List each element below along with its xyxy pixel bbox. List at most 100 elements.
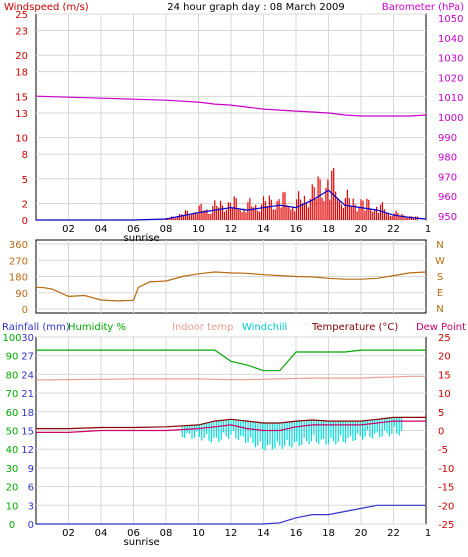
barometer-tick-950: 950 [438, 212, 457, 223]
rain-tick-12: 12 [21, 445, 34, 456]
wind-x-tick-02: 02 [62, 224, 75, 235]
temp-tick-25: 25 [438, 333, 451, 344]
windspeed-axis-title: Windspeed (m/s) [4, 2, 89, 13]
avg-wind-line [36, 189, 427, 221]
windspeed-tick-20: 20 [15, 51, 28, 62]
humidity-tick-40: 40 [6, 445, 19, 456]
humidity-tick-70: 70 [6, 389, 19, 400]
temp-tick-15: 15 [438, 370, 451, 381]
wind-x-tick-14: 14 [257, 224, 270, 235]
rain-tick-30: 30 [21, 333, 34, 344]
rainfall-line [36, 504, 426, 525]
barometer-tick-1010: 1010 [438, 93, 463, 104]
direction-tick-90: 90 [15, 289, 28, 300]
wind-x-tick-06: 06 [127, 224, 140, 235]
windspeed-tick-5: 5 [22, 175, 28, 186]
humidity-legend: Humidity % [68, 322, 126, 333]
humidity-tick-60: 60 [6, 408, 19, 419]
temp-tick-20: 20 [438, 352, 451, 363]
rain-tick-21: 21 [21, 389, 34, 400]
compass-label-0: N [436, 240, 443, 251]
temp-tick--10: -10 [438, 464, 454, 475]
windspeed-tick-23: 23 [15, 26, 28, 37]
compass-label-4: N [436, 304, 443, 315]
rain-tick-24: 24 [21, 370, 34, 381]
temp-tick--5: -5 [438, 445, 448, 456]
barometer-tick-1030: 1030 [438, 54, 463, 65]
barometer-line [35, 95, 427, 117]
temp-x-sunrise-label: sunrise [124, 537, 160, 548]
temp-x-tick-06: 06 [127, 528, 140, 539]
rain-tick-3: 3 [28, 501, 34, 512]
rainfall-legend: Rainfall (mm) [2, 322, 70, 333]
direction-tick-0: 0 [22, 305, 28, 316]
temp-tick-10: 10 [438, 389, 451, 400]
dewpoint-line [36, 420, 426, 433]
wind-x-tick-20: 20 [355, 224, 368, 235]
windspeed-tick-18: 18 [15, 68, 28, 79]
barometer-tick-1050: 1050 [438, 14, 463, 25]
rain-tick-27: 27 [21, 352, 34, 363]
barometer-tick-980: 980 [438, 153, 457, 164]
temp-x-tick-12: 12 [225, 528, 238, 539]
windspeed-tick-8: 8 [22, 150, 28, 161]
temp-tick-5: 5 [438, 408, 444, 419]
direction-tick-180: 180 [9, 273, 28, 284]
temp-x-tick-10: 10 [192, 528, 205, 539]
wind-x-tick-16: 16 [290, 224, 303, 235]
chart-title: 24 hour graph day : 08 March 2009 [167, 2, 345, 13]
temperature-legend: Temperature (°C) [311, 322, 398, 333]
temp-x-tick-20: 20 [355, 528, 368, 539]
wind-x-sunrise-label: sunrise [124, 233, 160, 244]
humidity-tick-80: 80 [6, 370, 19, 381]
compass-label-1: W [435, 256, 445, 267]
temp-tick--15: -15 [438, 483, 454, 494]
humidity-tick-0: 0 [9, 520, 15, 531]
humidity-line [36, 349, 426, 372]
indoor-temp-legend: Indoor temp [172, 322, 233, 333]
temp-x-tick-02: 02 [62, 528, 75, 539]
humidity-tick-100: 100 [2, 333, 21, 344]
indoor-temp-line [35, 375, 426, 381]
windspeed-tick-13: 13 [15, 109, 28, 120]
temp-x-tick-14: 14 [257, 528, 270, 539]
rain-tick-0: 0 [28, 520, 34, 531]
barometer-tick-1020: 1020 [438, 73, 463, 84]
humidity-tick-90: 90 [6, 352, 19, 363]
dewpoint-legend: Dew Point [416, 322, 466, 333]
wind-direction-line [35, 271, 427, 302]
direction-tick-360: 360 [9, 240, 28, 251]
humidity-tick-50: 50 [6, 427, 19, 438]
windchill-legend: Windchill [242, 322, 287, 333]
windspeed-tick-0: 0 [22, 216, 28, 227]
wind-x-tick-08: 08 [160, 224, 173, 235]
wind-x-tick-10: 10 [192, 224, 205, 235]
wind-x-tick-22: 22 [387, 224, 400, 235]
rain-tick-9: 9 [28, 464, 34, 475]
humidity-tick-30: 30 [6, 464, 19, 475]
temp-x-tick-04: 04 [95, 528, 108, 539]
wind-x-tick-end: 1 [425, 224, 431, 235]
wind-x-tick-04: 04 [95, 224, 108, 235]
temp-tick-0: 0 [438, 427, 444, 438]
temp-x-tick-22: 22 [387, 528, 400, 539]
barometer-tick-960: 960 [438, 192, 457, 203]
temp-tick--20: -20 [438, 501, 454, 512]
barometer-tick-1040: 1040 [438, 34, 463, 45]
wind-x-tick-12: 12 [225, 224, 238, 235]
rain-tick-18: 18 [21, 408, 34, 419]
windspeed-tick-15: 15 [15, 92, 28, 103]
rain-tick-15: 15 [21, 427, 34, 438]
barometer-tick-970: 970 [438, 172, 457, 183]
windspeed-tick-2: 2 [22, 200, 28, 211]
temp-x-tick-end: 1 [425, 528, 431, 539]
temp-x-tick-16: 16 [290, 528, 303, 539]
temperature-line [36, 416, 426, 430]
compass-label-2: S [437, 272, 443, 283]
windspeed-tick-10: 10 [15, 134, 28, 145]
temp-x-tick-18: 18 [322, 528, 335, 539]
direction-tick-270: 270 [9, 256, 28, 267]
barometer-axis-title: Barometer (hPa) [382, 2, 464, 13]
barometer-tick-990: 990 [438, 133, 457, 144]
